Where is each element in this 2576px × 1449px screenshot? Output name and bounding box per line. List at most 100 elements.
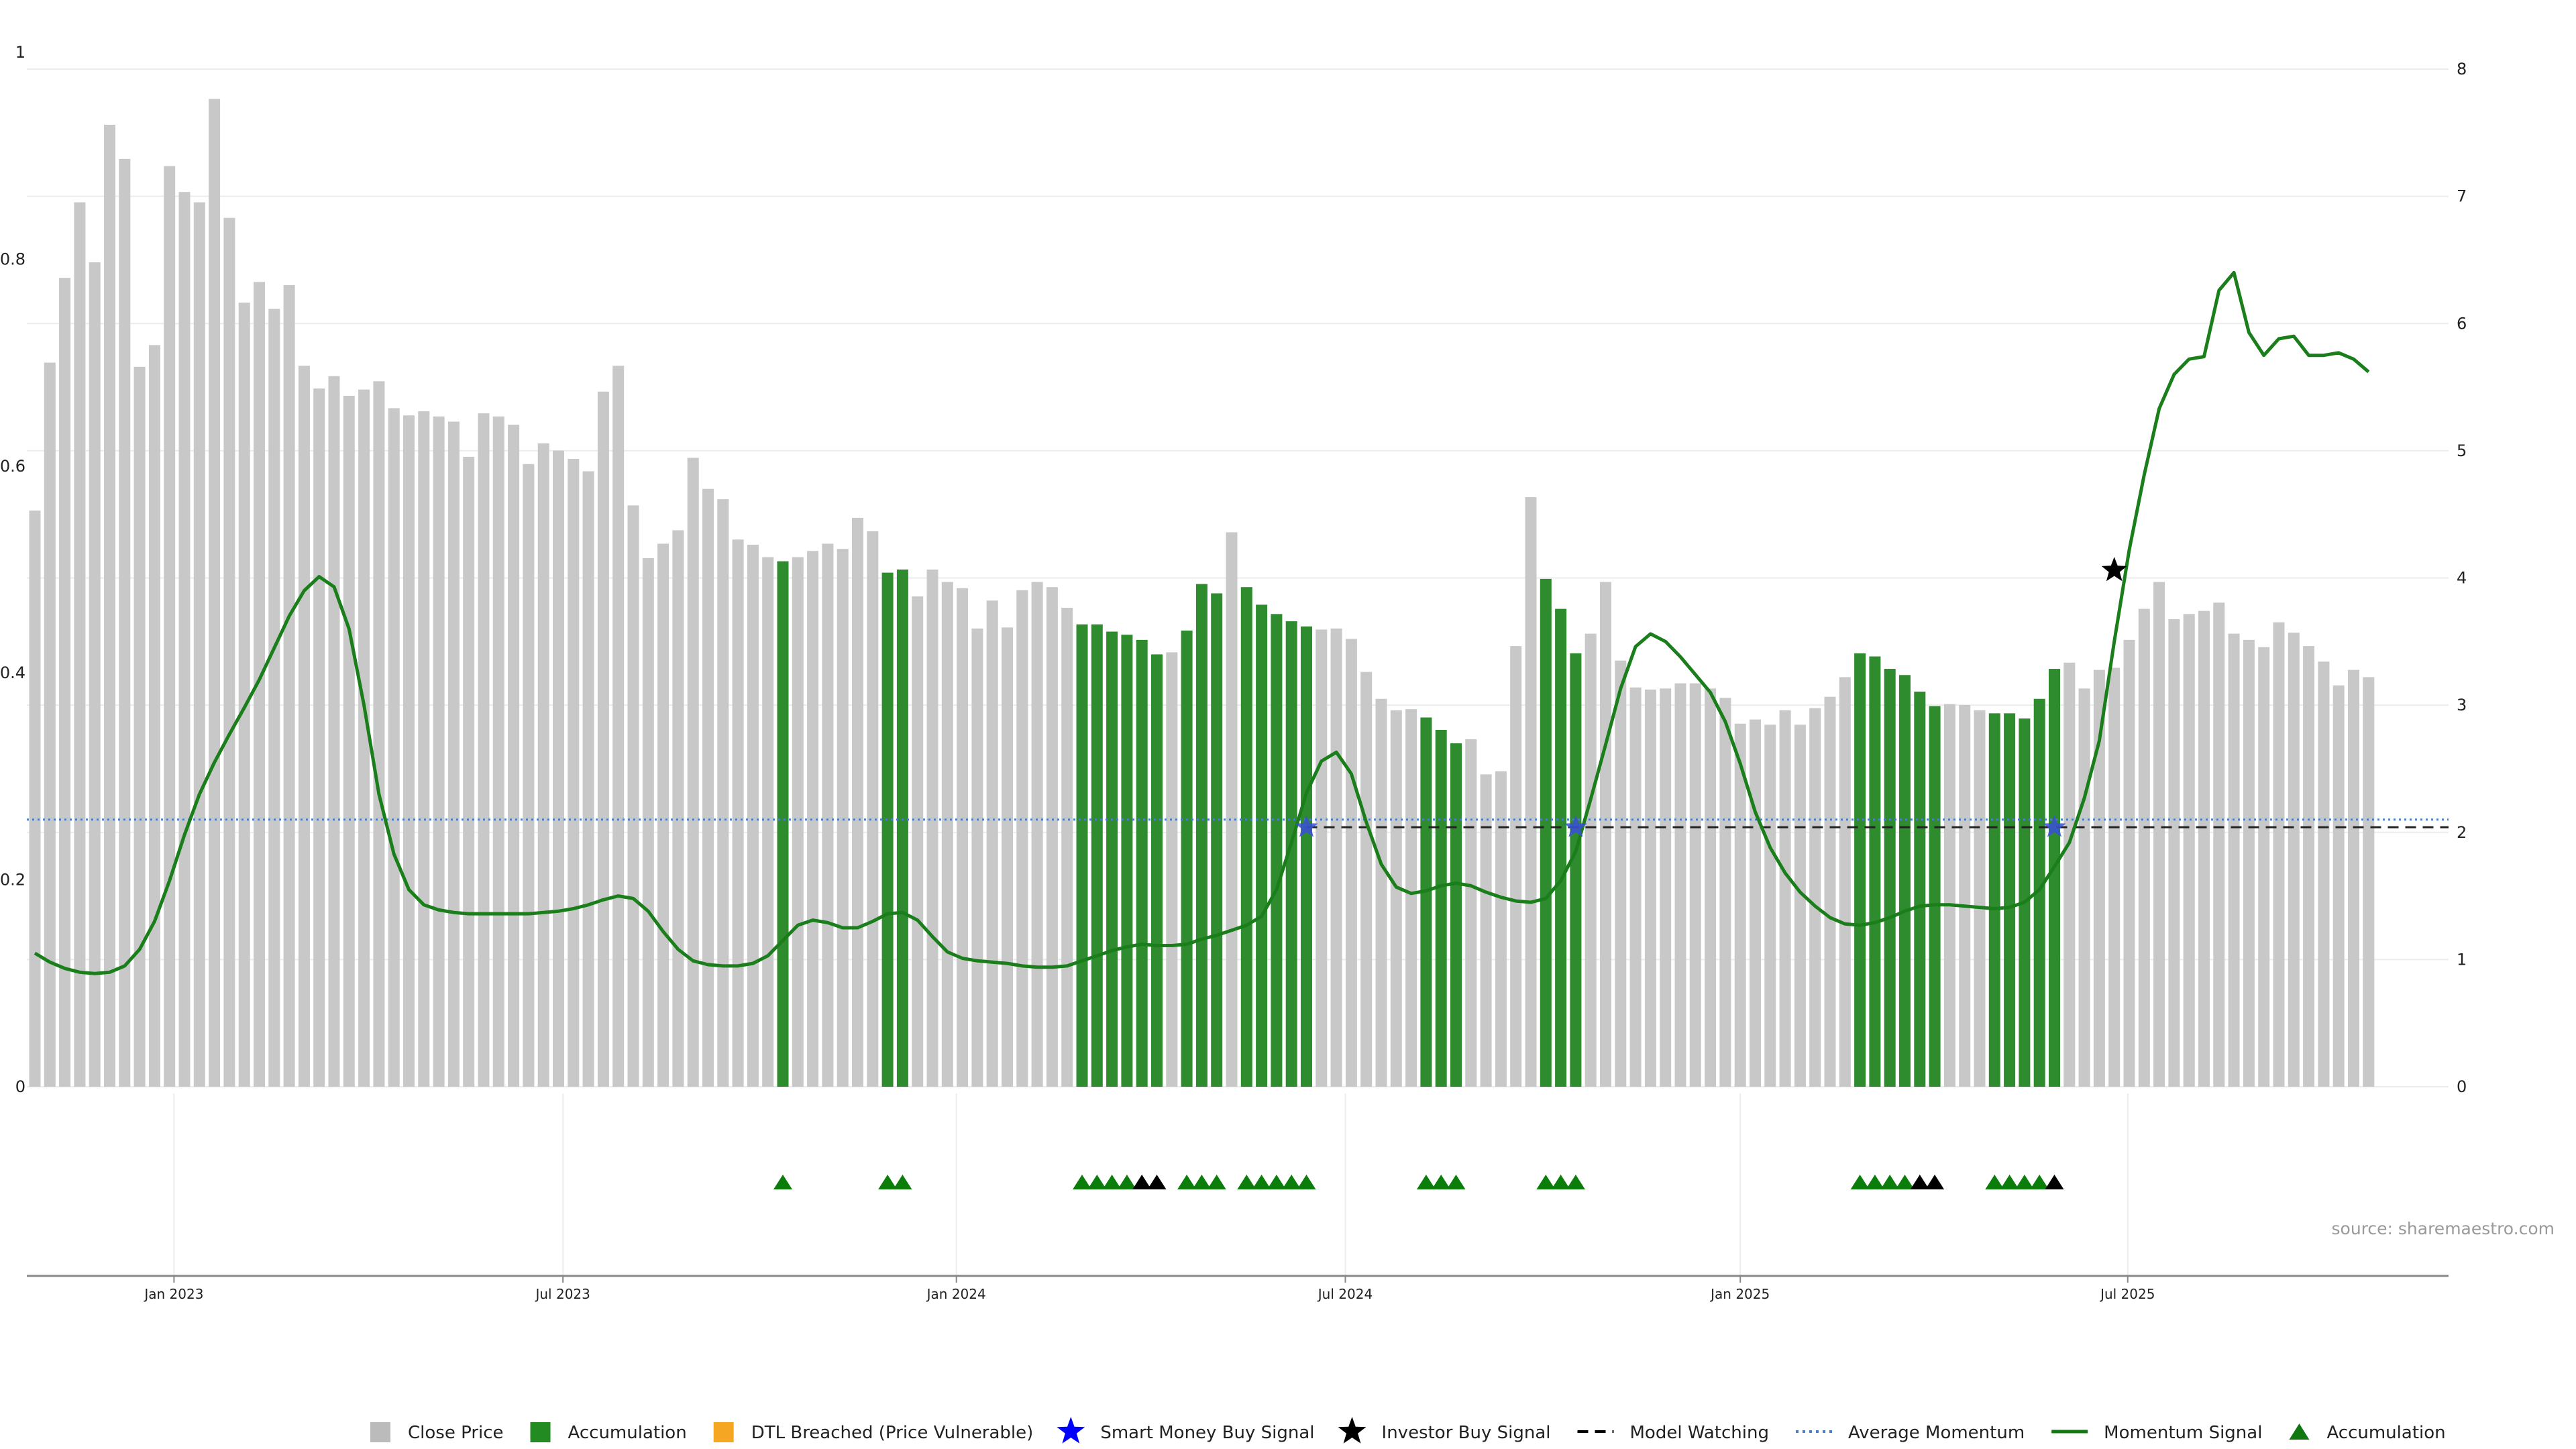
y-right-tick-label: 7 — [2457, 187, 2467, 206]
close-price-bar — [642, 558, 654, 1087]
close-price-bar — [2198, 610, 2210, 1087]
close-price-bar — [164, 166, 176, 1087]
accumulation-bar — [1285, 621, 1297, 1087]
source-label: source: sharemaestro.com — [2332, 1219, 2555, 1238]
legend-label: Smart Money Buy Signal — [1100, 1423, 1314, 1443]
accumulation-bar — [1121, 635, 1133, 1087]
close-price-bar — [1959, 705, 1971, 1087]
close-price-bar — [223, 217, 235, 1087]
close-price-bar — [1734, 723, 1746, 1087]
close-price-bar — [1644, 689, 1656, 1087]
close-price-bar — [1839, 677, 1851, 1087]
x-tick-label: Jul 2023 — [534, 1286, 590, 1302]
close-price-bar — [2288, 633, 2300, 1087]
legend-star-icon — [1057, 1417, 1085, 1444]
close-price-bar — [1974, 710, 1986, 1087]
legend-item: Average Momentum — [1795, 1423, 2025, 1443]
close-price-bar — [44, 362, 56, 1087]
y-left-tick-label: 0.2 — [0, 871, 25, 890]
legend-swatch — [530, 1422, 551, 1442]
accumulation-marker — [1895, 1175, 1915, 1189]
axes: 0 0.2 0.4 0.6 0.8 1 0 1 2 3 4 5 6 7 8 Jan 2023 Jul 2023 J… — [0, 43, 2467, 1302]
close-price-bar — [2332, 685, 2345, 1087]
close-price-bar — [568, 459, 580, 1087]
accumulation-bar — [1256, 604, 1268, 1087]
accumulation-bar — [1869, 656, 1881, 1087]
accumulation-marker — [1252, 1175, 1271, 1189]
close-price-bar — [418, 411, 430, 1087]
close-price-bar — [1061, 608, 1073, 1087]
close-price-bar — [986, 600, 998, 1087]
close-price-bar — [822, 543, 834, 1087]
close-price-bar — [2228, 633, 2240, 1087]
legend-item: Accumulation — [2289, 1423, 2446, 1443]
close-price-bar — [1480, 774, 1492, 1087]
close-price-bar — [343, 395, 355, 1087]
close-price-bar — [1600, 582, 1611, 1087]
accumulation-marker — [1446, 1175, 1466, 1189]
close-price-bar — [1615, 660, 1627, 1087]
close-price-bar — [2078, 688, 2090, 1087]
close-price-bar — [523, 464, 535, 1087]
y-left-tick-label: 1 — [15, 43, 25, 62]
legend-label: DTL Breached (Price Vulnerable) — [751, 1423, 1034, 1443]
close-price-bar — [1719, 698, 1731, 1087]
accumulation-bar — [1211, 593, 1223, 1087]
legend-item: DTL Breached (Price Vulnerable) — [713, 1422, 1034, 1443]
close-price-bar — [762, 557, 774, 1087]
investor-accumulation-marker — [1132, 1175, 1152, 1189]
close-price-bar — [433, 416, 445, 1087]
close-price-bar — [1943, 704, 1955, 1087]
accumulation-marker — [1985, 1175, 2004, 1189]
close-price-bar — [1809, 708, 1821, 1087]
y-right-tick-label: 4 — [2457, 569, 2467, 588]
close-price-bar — [612, 366, 625, 1087]
accumulation-marker — [2030, 1175, 2049, 1189]
close-price-bar — [298, 366, 310, 1087]
accumulation-marker — [1865, 1175, 1884, 1189]
y-right-tick-label: 6 — [2457, 314, 2467, 333]
accumulation-bar — [1450, 743, 1462, 1087]
close-price-bar — [1585, 633, 1597, 1087]
close-price-bar — [912, 596, 924, 1087]
x-tick-label: Jan 2023 — [143, 1286, 203, 1302]
close-price-bar — [447, 421, 460, 1087]
accumulation-marker — [2015, 1175, 2034, 1189]
investor-accumulation-marker — [2045, 1175, 2064, 1189]
accumulation-marker — [1282, 1175, 1301, 1189]
legend-item: Close Price — [370, 1422, 504, 1443]
close-price-bar — [1375, 698, 1387, 1087]
legend-label: Average Momentum — [1848, 1423, 2025, 1443]
accumulation-bar — [1435, 730, 1447, 1087]
x-tick-label: Jan 2024 — [926, 1286, 986, 1302]
close-price-bar — [403, 415, 415, 1087]
signal-markers — [773, 557, 2127, 1189]
close-price-bar — [807, 551, 819, 1087]
close-price-bar — [553, 450, 564, 1087]
momentum-signal-line — [34, 270, 2370, 975]
x-tick-label: Jan 2025 — [1709, 1286, 1770, 1302]
smart-money-buy-marker — [1295, 815, 1318, 837]
close-price-bar — [2183, 614, 2195, 1087]
close-price-bar — [1705, 688, 1717, 1087]
investor-buy-marker — [2101, 557, 2127, 582]
accumulation-bar — [1899, 675, 1911, 1087]
close-price-bar — [2153, 582, 2165, 1087]
accumulation-bar — [1884, 669, 1896, 1087]
close-price-bar — [657, 543, 669, 1087]
legend-label: Close Price — [408, 1423, 504, 1443]
close-price-bar — [1016, 590, 1028, 1087]
legend-label: Momentum Signal — [2104, 1423, 2262, 1443]
close-price-bar — [29, 511, 41, 1087]
close-price-bar — [582, 471, 594, 1087]
accumulation-bar — [1181, 630, 1193, 1087]
close-price-bar — [193, 202, 205, 1087]
close-price-bar — [254, 282, 265, 1087]
accumulation-marker — [893, 1175, 912, 1189]
close-price-bar — [209, 99, 221, 1087]
close-price-bar — [2348, 669, 2359, 1087]
close-price-bar — [508, 425, 520, 1087]
accumulation-marker — [1073, 1175, 1091, 1189]
close-price-bar — [1794, 724, 1806, 1087]
close-price-bar — [941, 582, 953, 1087]
